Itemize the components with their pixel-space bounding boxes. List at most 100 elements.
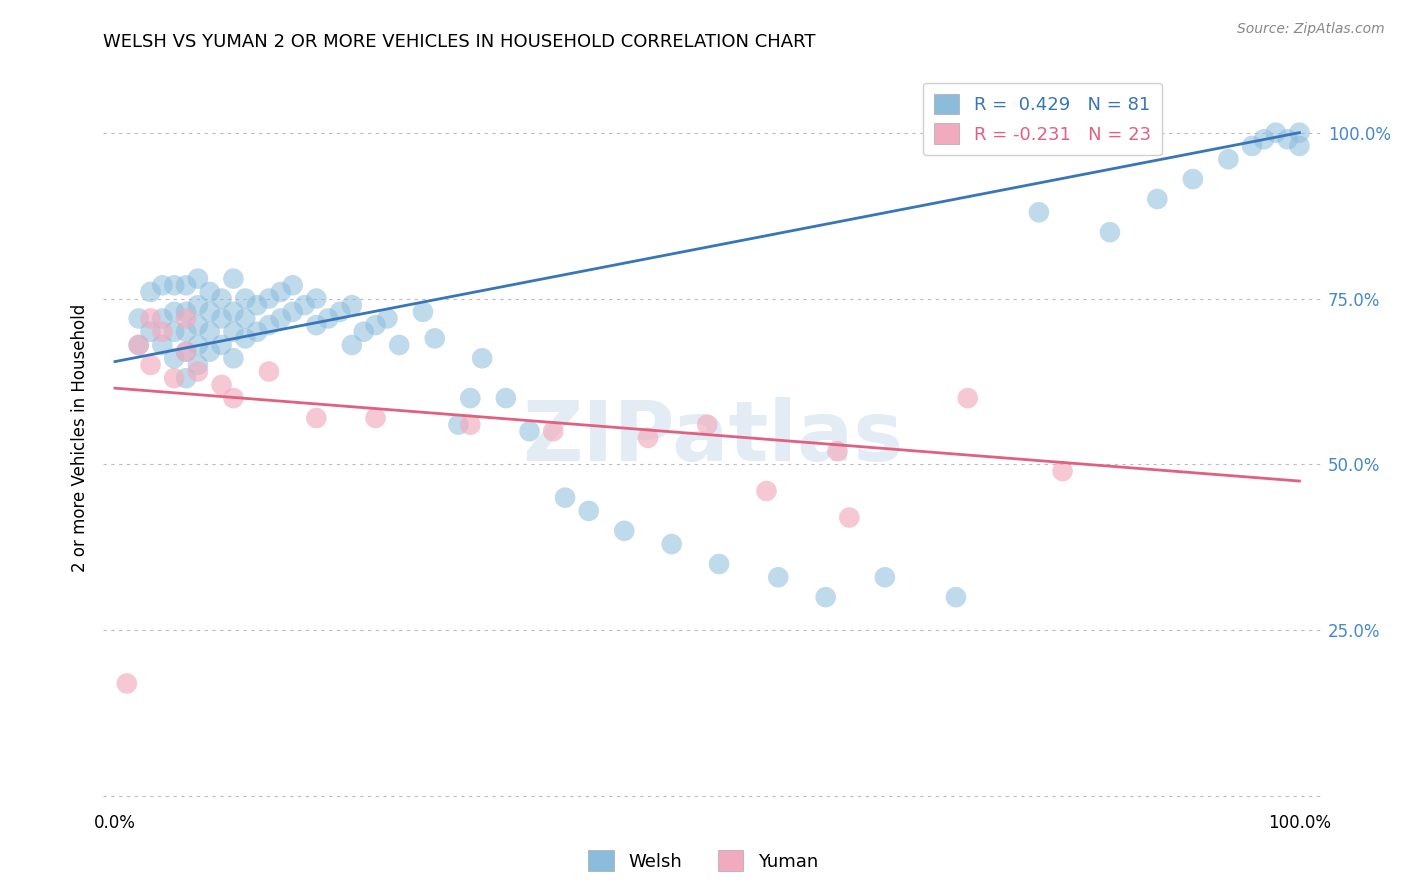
Point [270,311,292,326]
Point [755,483,778,498]
Point [150,311,173,326]
Point [364,411,387,425]
Point [163,305,186,319]
Point [305,292,328,306]
Point [198,285,221,299]
Point [257,292,280,306]
Point [211,311,233,326]
Point [128,338,150,352]
Point [873,570,896,584]
Point [1288,139,1310,153]
Point [174,344,197,359]
Point [1181,172,1204,186]
Point [139,325,162,339]
Point [163,278,186,293]
Point [198,305,221,319]
Point [340,338,363,352]
Point [447,417,470,432]
Point [150,325,173,339]
Point [270,285,292,299]
Point [423,331,446,345]
Point [187,365,209,379]
Point [187,298,209,312]
Point [613,524,636,538]
Point [460,391,482,405]
Point [305,411,328,425]
Point [222,351,245,366]
Point [222,325,245,339]
Point [128,311,150,326]
Point [637,431,659,445]
Point [364,318,387,332]
Point [139,358,162,372]
Point [1098,225,1121,239]
Point [471,351,494,366]
Point [1028,205,1050,219]
Point [139,285,162,299]
Point [257,318,280,332]
Point [329,305,352,319]
Point [707,557,730,571]
Point [222,305,245,319]
Point [211,292,233,306]
Point [1218,152,1240,166]
Point [139,311,162,326]
Point [495,391,517,405]
Point [1253,132,1275,146]
Point [222,271,245,285]
Point [554,491,576,505]
Point [956,391,979,405]
Point [187,358,209,372]
Point [353,325,375,339]
Point [827,444,849,458]
Point [174,305,197,319]
Point [187,318,209,332]
Point [1241,139,1264,153]
Point [541,424,564,438]
Point [187,338,209,352]
Point [1052,464,1074,478]
Point [222,391,245,405]
Point [187,271,209,285]
Point [115,676,138,690]
Point [211,377,233,392]
Point [1288,126,1310,140]
Point [945,590,967,604]
Point [163,371,186,385]
Point [233,292,256,306]
Point [696,417,718,432]
Point [281,305,304,319]
Point [174,325,197,339]
Point [412,305,434,319]
Point [174,371,197,385]
Point [198,344,221,359]
Point [150,338,173,352]
Point [768,570,790,584]
Point [1264,126,1286,140]
Text: WELSH VS YUMAN 2 OR MORE VEHICLES IN HOUSEHOLD CORRELATION CHART: WELSH VS YUMAN 2 OR MORE VEHICLES IN HOU… [103,33,815,51]
Point [174,278,197,293]
Y-axis label: 2 or more Vehicles in Household: 2 or more Vehicles in Household [72,304,89,572]
Point [246,325,269,339]
Point [519,424,541,438]
Point [198,325,221,339]
Legend: R =  0.429   N = 81, R = -0.231   N = 23: R = 0.429 N = 81, R = -0.231 N = 23 [924,83,1161,155]
Point [246,298,269,312]
Point [281,278,304,293]
Point [578,504,600,518]
Point [233,331,256,345]
Point [150,278,173,293]
Point [388,338,411,352]
Point [163,325,186,339]
Point [1146,192,1168,206]
Point [128,338,150,352]
Point [340,298,363,312]
Point [661,537,683,551]
Text: ZIPatlas: ZIPatlas [523,398,904,478]
Point [257,365,280,379]
Legend: Welsh, Yuman: Welsh, Yuman [581,843,825,879]
Point [163,351,186,366]
Point [233,311,256,326]
Text: Source: ZipAtlas.com: Source: ZipAtlas.com [1237,22,1385,37]
Point [460,417,482,432]
